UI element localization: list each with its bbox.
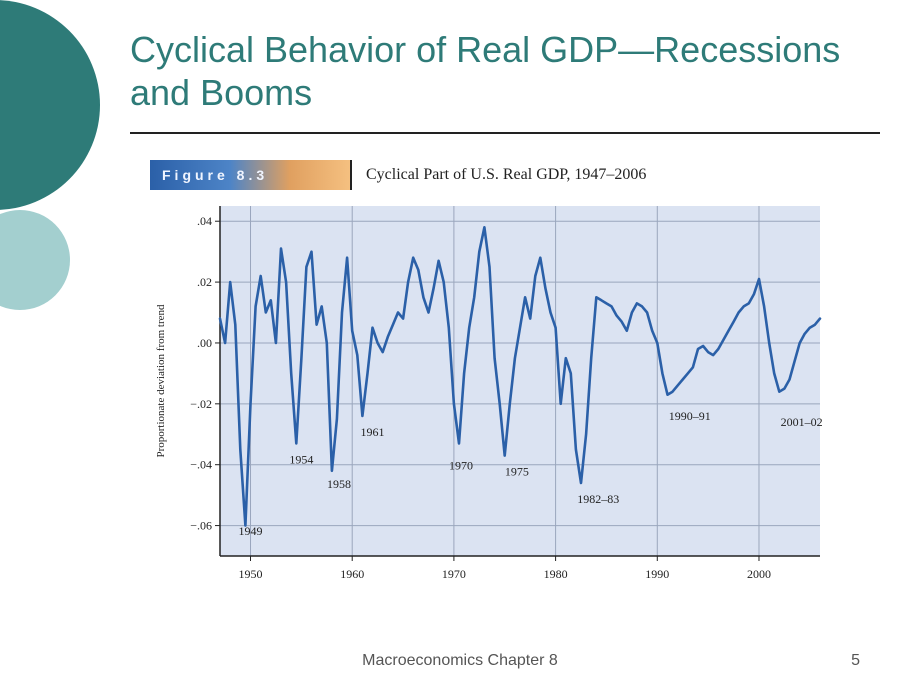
figure-header: Figure 8.3 Cyclical Part of U.S. Real GD… bbox=[150, 160, 830, 190]
svg-text:2000: 2000 bbox=[747, 567, 771, 581]
svg-text:1961: 1961 bbox=[361, 425, 385, 439]
svg-text:1990: 1990 bbox=[645, 567, 669, 581]
svg-text:.04: .04 bbox=[197, 214, 212, 228]
chart: −.06 −.04 −.02 .00 .02 .04 1950 1960 1970 1980 199… bbox=[150, 196, 830, 606]
svg-text:−.02: −.02 bbox=[190, 397, 212, 411]
footer-center: Macroeconomics Chapter 8 bbox=[0, 652, 920, 670]
svg-text:1990–91: 1990–91 bbox=[669, 409, 711, 423]
svg-text:.00: .00 bbox=[197, 336, 212, 350]
title-divider bbox=[130, 132, 880, 134]
svg-text:−.04: −.04 bbox=[190, 458, 212, 472]
svg-text:2001–02: 2001–02 bbox=[781, 415, 823, 429]
svg-text:1980: 1980 bbox=[544, 567, 568, 581]
svg-text:1950: 1950 bbox=[239, 567, 263, 581]
svg-text:1958: 1958 bbox=[327, 477, 351, 491]
svg-text:.02: .02 bbox=[197, 275, 212, 289]
svg-text:1954: 1954 bbox=[289, 452, 313, 466]
decor-circle-small bbox=[0, 210, 70, 310]
svg-text:1975: 1975 bbox=[505, 465, 529, 479]
svg-text:Proportionate deviation from t: Proportionate deviation from trend bbox=[155, 304, 167, 458]
svg-text:1970: 1970 bbox=[442, 567, 466, 581]
svg-text:1982–83: 1982–83 bbox=[577, 492, 619, 506]
footer-page: 5 bbox=[851, 652, 860, 670]
svg-text:1970: 1970 bbox=[449, 459, 473, 473]
decor-circle-large bbox=[0, 0, 100, 210]
slide-title: Cyclical Behavior of Real GDP—Recessions… bbox=[130, 28, 880, 114]
figure-badge: Figure 8.3 bbox=[150, 160, 350, 190]
slide: Cyclical Behavior of Real GDP—Recessions… bbox=[0, 0, 920, 690]
chart-svg: −.06 −.04 −.02 .00 .02 .04 1950 1960 1970 1980 199… bbox=[150, 196, 830, 606]
svg-text:1960: 1960 bbox=[340, 567, 364, 581]
figure: Figure 8.3 Cyclical Part of U.S. Real GD… bbox=[150, 160, 830, 606]
svg-text:1949: 1949 bbox=[238, 524, 262, 538]
figure-caption: Cyclical Part of U.S. Real GDP, 1947–200… bbox=[350, 160, 646, 190]
svg-text:−.06: −.06 bbox=[190, 519, 212, 533]
